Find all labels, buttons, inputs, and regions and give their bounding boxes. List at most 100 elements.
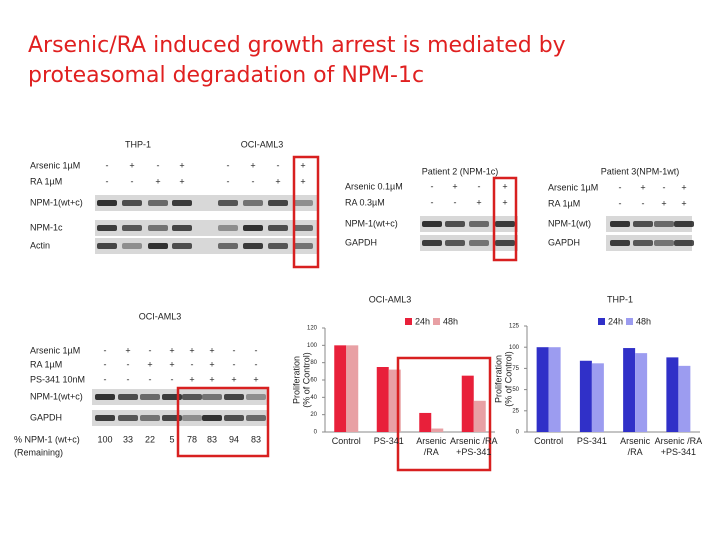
treatment-sign: + bbox=[275, 176, 280, 186]
legend-label: 48h bbox=[636, 316, 651, 326]
treatment-sign: + bbox=[129, 160, 134, 170]
y-tick-label: 0 bbox=[314, 430, 318, 436]
treatment-sign: - bbox=[255, 345, 258, 355]
y-tick-label: 20 bbox=[310, 412, 317, 418]
treatment-sign: - bbox=[619, 182, 622, 192]
highlight-box bbox=[396, 356, 492, 472]
blot-band bbox=[95, 415, 115, 421]
blot-band bbox=[243, 200, 263, 206]
band-label: Actin bbox=[30, 240, 50, 250]
blot-band bbox=[202, 394, 222, 400]
treatment-sign: + bbox=[125, 345, 130, 355]
legend-label: 24h bbox=[415, 316, 430, 326]
highlight-box bbox=[176, 386, 270, 458]
treatment-sign: - bbox=[227, 176, 230, 186]
blot-band bbox=[224, 394, 244, 400]
treatment-sign: + bbox=[476, 197, 481, 207]
treatment-sign: - bbox=[104, 374, 107, 384]
treatment-label: RA 1µM bbox=[30, 359, 62, 369]
bar bbox=[579, 360, 592, 432]
legend-label: 48h bbox=[443, 316, 458, 326]
blot-band bbox=[148, 200, 168, 206]
y-tick-label: 125 bbox=[509, 324, 520, 330]
bar bbox=[431, 428, 444, 432]
remaining-label: (Remaining) bbox=[14, 447, 63, 457]
x-tick-label: PS-341 bbox=[373, 436, 404, 446]
blot-band bbox=[469, 240, 489, 246]
treatment-label: Arsenic 1µM bbox=[30, 160, 80, 170]
remaining-value: 78 bbox=[187, 434, 197, 444]
blot-band bbox=[182, 394, 202, 400]
remaining-value: 83 bbox=[207, 434, 217, 444]
bar bbox=[473, 400, 486, 432]
bar bbox=[536, 347, 549, 432]
treatment-sign: - bbox=[233, 359, 236, 369]
blot-band bbox=[243, 225, 263, 231]
treatment-sign: - bbox=[171, 374, 174, 384]
treatment-sign: - bbox=[104, 345, 107, 355]
blot-band bbox=[218, 200, 238, 206]
bar bbox=[635, 353, 648, 432]
treatment-sign: - bbox=[431, 181, 434, 191]
remaining-value: 22 bbox=[145, 434, 155, 444]
x-tick-label: PS-341 bbox=[576, 436, 607, 446]
treatment-sign: - bbox=[127, 359, 130, 369]
blot-band bbox=[140, 394, 160, 400]
y-tick-label: 100 bbox=[509, 345, 520, 351]
treatment-sign: - bbox=[255, 359, 258, 369]
y-axis-label: Proliferation bbox=[493, 355, 503, 403]
blot-band bbox=[445, 221, 465, 227]
blot-band bbox=[122, 225, 142, 231]
blot-band bbox=[654, 240, 674, 246]
blot-band bbox=[243, 243, 263, 249]
blot-header: THP-1 bbox=[125, 139, 151, 149]
treatment-sign: - bbox=[104, 359, 107, 369]
treatment-label: PS-341 10nM bbox=[30, 374, 85, 384]
treatment-sign: - bbox=[233, 345, 236, 355]
treatment-sign: + bbox=[681, 182, 686, 192]
blot-band bbox=[218, 243, 238, 249]
x-tick-label: Arsenic /RA +PS-341 bbox=[449, 436, 498, 457]
band-label: NPM-1(wt+c) bbox=[30, 197, 83, 207]
y-tick-label: 120 bbox=[307, 326, 318, 332]
treatment-sign: + bbox=[147, 359, 152, 369]
blot-band bbox=[293, 200, 313, 206]
bar bbox=[666, 357, 679, 432]
treatment-sign: + bbox=[189, 345, 194, 355]
blot-band bbox=[633, 240, 653, 246]
blot-band bbox=[268, 225, 288, 231]
treatment-sign: - bbox=[478, 181, 481, 191]
treatment-label: RA 1µM bbox=[548, 198, 580, 208]
treatment-sign: + bbox=[209, 345, 214, 355]
treatment-label: Arsenic 0.1µM bbox=[345, 181, 403, 191]
treatment-label: Arsenic 1µM bbox=[548, 182, 598, 192]
treatment-sign: + bbox=[681, 198, 686, 208]
band-label: GAPDH bbox=[548, 237, 580, 247]
blot-band bbox=[95, 394, 115, 400]
treatment-sign: - bbox=[149, 374, 152, 384]
x-tick-label: Arsenic /RA bbox=[416, 436, 447, 457]
treatment-sign: + bbox=[661, 198, 666, 208]
band-label: NPM-1(wt+c) bbox=[30, 391, 83, 401]
blot-header: OCI-AML3 bbox=[139, 311, 182, 321]
y-axis-label: (% of Control) bbox=[503, 351, 513, 407]
slide-title: proteasomal degradation of NPM-1c bbox=[28, 63, 424, 88]
treatment-sign: - bbox=[131, 176, 134, 186]
y-tick-label: 40 bbox=[310, 395, 317, 401]
treatment-sign: + bbox=[179, 160, 184, 170]
treatment-sign: + bbox=[300, 176, 305, 186]
legend-swatch bbox=[433, 318, 440, 325]
y-tick-label: 80 bbox=[310, 360, 317, 366]
blot-band bbox=[445, 240, 465, 246]
blot-band bbox=[495, 240, 515, 246]
treatment-sign: - bbox=[106, 176, 109, 186]
treatment-sign: - bbox=[431, 197, 434, 207]
bar bbox=[376, 367, 389, 432]
x-tick-label: Arsenic /RA bbox=[620, 436, 651, 457]
y-tick-label: 100 bbox=[307, 343, 318, 349]
treatment-sign: + bbox=[169, 345, 174, 355]
treatment-sign: + bbox=[452, 181, 457, 191]
blot-band bbox=[122, 200, 142, 206]
y-axis-label: Proliferation bbox=[291, 356, 301, 404]
